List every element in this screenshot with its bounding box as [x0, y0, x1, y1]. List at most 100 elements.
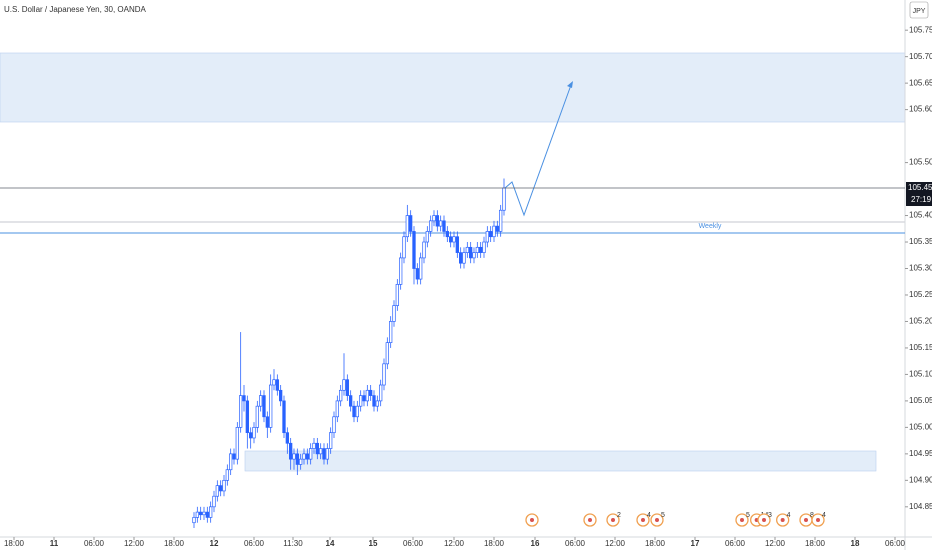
- candle-body: [399, 257, 403, 285]
- candle-body: [452, 236, 456, 243]
- candle-body: [322, 448, 326, 460]
- candle-body: [282, 400, 286, 434]
- x-tick-label: 15: [369, 539, 378, 548]
- event-count: 4: [822, 512, 826, 519]
- candle-body: [372, 395, 376, 407]
- y-tick-label: 105.100: [909, 370, 932, 379]
- candle-body: [482, 241, 486, 253]
- candle-body: [459, 252, 463, 264]
- event-count: 4: [647, 512, 651, 519]
- candle-body: [485, 231, 489, 243]
- event-dot: [816, 518, 820, 522]
- candle-body: [465, 246, 469, 253]
- countdown: 27:19: [911, 195, 932, 204]
- candle-body: [419, 257, 423, 280]
- event-dot: [780, 518, 785, 522]
- y-tick-label: 105.200: [909, 317, 932, 326]
- last-price-box: [906, 182, 932, 207]
- event-dot: [588, 518, 592, 522]
- candle-body: [445, 231, 449, 238]
- candle-body: [319, 448, 323, 455]
- event-dot: [762, 518, 766, 522]
- x-tick-label: 18:00: [645, 539, 666, 548]
- chart-title: U.S. Dollar / Japanese Yen, 30, OANDA: [4, 5, 147, 14]
- y-tick-label: 105.350: [909, 237, 932, 246]
- candle-body: [392, 305, 396, 322]
- candle-body: [215, 485, 219, 497]
- candle-body: [405, 215, 409, 238]
- candle-body: [462, 252, 466, 264]
- event-count: 5: [746, 512, 750, 519]
- event-count: 2: [617, 512, 621, 519]
- candle-body: [249, 432, 253, 439]
- candle-body: [315, 442, 319, 455]
- y-tick-label: 105.150: [909, 343, 932, 352]
- x-tick-label: 18:00: [164, 539, 185, 548]
- event-dot: [740, 518, 744, 522]
- x-tick-label: 06:00: [244, 539, 265, 548]
- candle-body: [229, 453, 233, 471]
- candle-body: [342, 379, 346, 391]
- candle-body: [429, 220, 433, 232]
- currency-box: [909, 1, 929, 19]
- weekly-label: Weekly: [699, 223, 722, 230]
- candle-body: [352, 405, 356, 418]
- candle-body: [499, 209, 503, 232]
- y-tick-label: 105.650: [909, 78, 932, 87]
- candle-body: [502, 187, 506, 211]
- event-dot: [611, 518, 615, 522]
- candle-body: [375, 400, 379, 407]
- currency: JPY: [913, 8, 926, 15]
- candle-body: [475, 246, 479, 253]
- candle-body: [355, 405, 359, 418]
- candle-body: [345, 379, 349, 396]
- candle-body: [439, 220, 443, 227]
- x-tick-label: 18: [851, 539, 860, 548]
- candle-body: [362, 395, 366, 402]
- candle-body: [275, 379, 279, 391]
- x-tick-label: 16: [531, 539, 540, 548]
- candle-body: [292, 453, 296, 460]
- y-tick-label: 105.500: [909, 158, 932, 167]
- candle-body: [235, 427, 239, 460]
- candle-body: [359, 395, 363, 407]
- event-dot: [655, 518, 659, 522]
- x-tick-label: 06:00: [565, 539, 586, 548]
- candle-body: [199, 511, 203, 516]
- candle-body: [492, 225, 496, 238]
- candle-body: [212, 495, 216, 508]
- candle-body: [335, 400, 339, 418]
- candle-body: [382, 363, 386, 386]
- candle-body: [449, 236, 453, 243]
- x-tick-label: 12:00: [124, 539, 145, 548]
- last-price-label: 105.452: [908, 183, 932, 192]
- x-tick-label: 06:00: [725, 539, 746, 548]
- candle-body: [469, 246, 473, 259]
- candle-body: [435, 215, 439, 227]
- candle-body: [472, 252, 476, 259]
- candle-body: [312, 442, 316, 449]
- candle-body: [259, 395, 263, 407]
- candle-body: [269, 384, 273, 428]
- candle-body: [299, 458, 303, 465]
- candle-body: [495, 225, 499, 232]
- x-tick-label: 06:00: [403, 539, 424, 548]
- candle-body: [265, 416, 269, 428]
- candle-body: [272, 379, 276, 386]
- event-count: 4: [787, 512, 791, 519]
- event-count: 3: [768, 512, 772, 519]
- y-tick-label: 105.000: [909, 422, 932, 431]
- x-tick-label: 18:00: [805, 539, 826, 548]
- x-tick-label: 18:00: [484, 539, 505, 548]
- x-tick-label: 18:00: [4, 539, 25, 548]
- candle-body: [285, 432, 289, 444]
- candle-body: [339, 389, 343, 402]
- candle-body: [425, 231, 429, 243]
- x-tick-label: 11: [50, 539, 59, 548]
- y-tick-label: 105.250: [909, 290, 932, 299]
- candle-body: [412, 231, 416, 269]
- candle-body: [239, 395, 243, 428]
- candle-body: [225, 469, 229, 481]
- projection-path: [504, 84, 572, 217]
- candle-body: [262, 395, 266, 418]
